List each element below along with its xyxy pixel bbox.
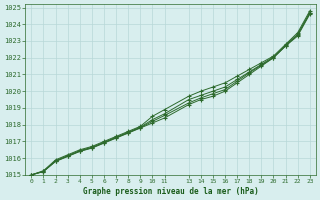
X-axis label: Graphe pression niveau de la mer (hPa): Graphe pression niveau de la mer (hPa)	[83, 187, 259, 196]
